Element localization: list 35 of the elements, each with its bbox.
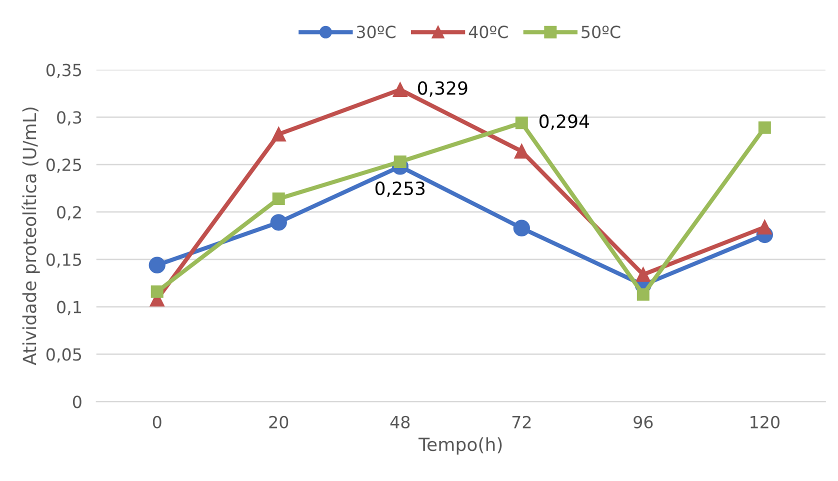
y-tick-label: 0,3 [57, 111, 82, 126]
x-tick-label: 48 [390, 416, 410, 428]
y-tick-label: 0,35 [46, 64, 82, 78]
x-axis-title: Tempo(h) [418, 437, 502, 455]
point [757, 220, 772, 234]
y-tick-label: 0,2 [57, 206, 81, 220]
point [514, 144, 529, 159]
y-tick-label: 0,05 [46, 348, 82, 362]
legend-label: 50ºC [582, 26, 620, 38]
point [270, 214, 287, 231]
point [272, 192, 285, 205]
data-label: 0,329 [418, 81, 468, 97]
legend-label: 40ºC [468, 26, 508, 38]
y-tick-label: 0,1 [57, 300, 81, 316]
point [392, 82, 408, 97]
point [636, 288, 650, 301]
data-label: 0,294 [540, 114, 589, 130]
point [636, 267, 650, 282]
legend-label: 30ºC [356, 26, 396, 38]
x-tick-label: 96 [634, 416, 653, 428]
x-tick-label: 0 [152, 416, 162, 428]
x-tick-label: 120 [750, 416, 780, 428]
y-tick-label: 0,25 [46, 158, 82, 173]
data-label: 0,253 [375, 181, 425, 197]
y-axis-title: Atividade proteolítica (U/mL) [22, 108, 40, 366]
x-tick-label: 72 [512, 416, 531, 428]
point [148, 256, 166, 274]
point [515, 116, 528, 130]
point [513, 220, 530, 236]
point [758, 121, 771, 134]
y-tick-label: 0 [72, 396, 82, 408]
point [150, 285, 164, 298]
point [271, 126, 286, 142]
y-tick-label: 0,15 [46, 253, 82, 268]
x-tick-label: 20 [269, 416, 288, 428]
